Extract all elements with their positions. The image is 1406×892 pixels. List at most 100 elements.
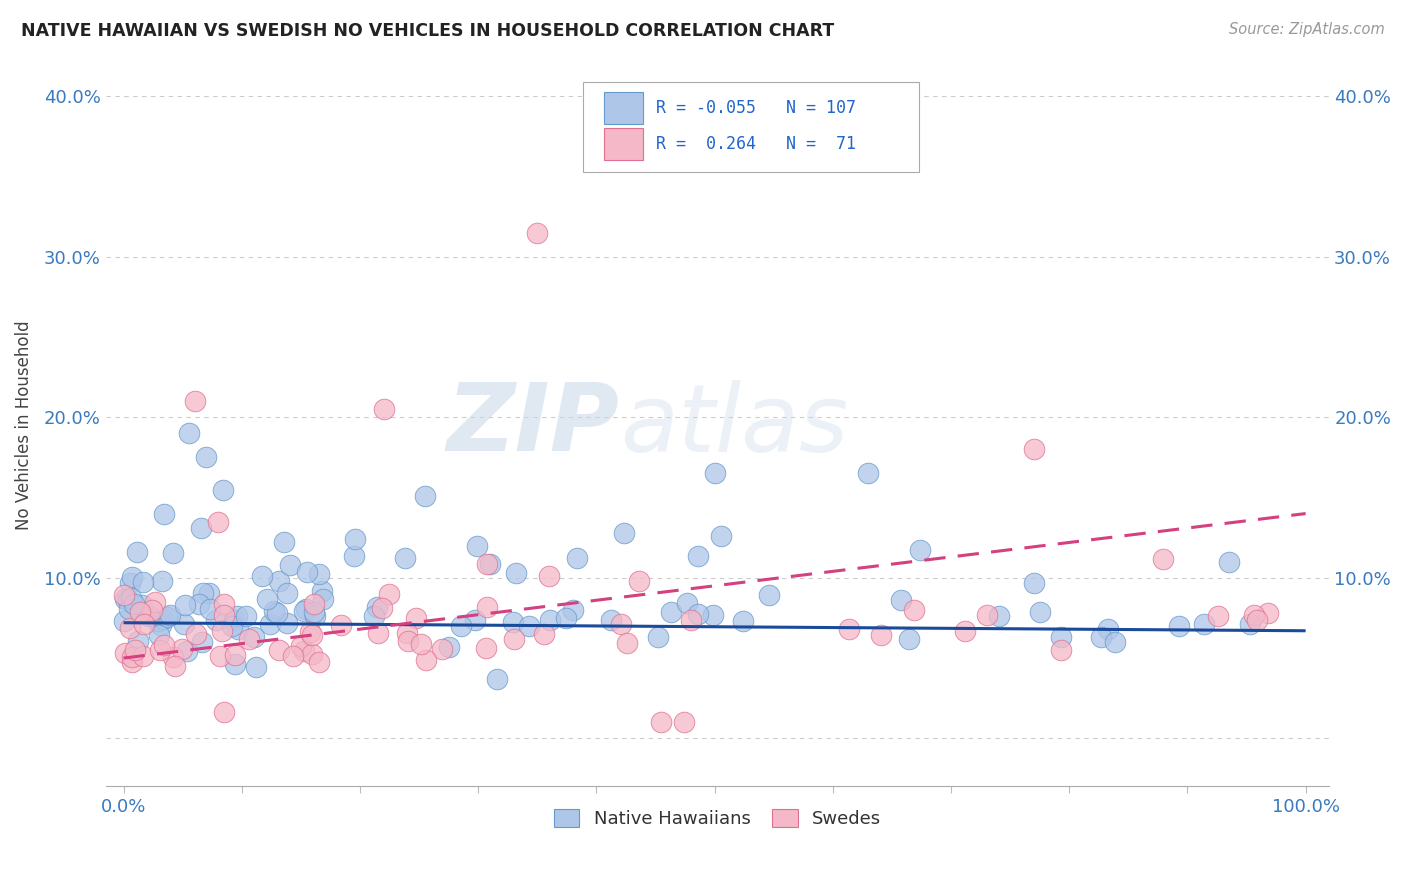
- Text: atlas: atlas: [620, 380, 848, 471]
- Point: [659, 605, 682, 619]
- Point: [121, 591, 143, 605]
- Point: [141, 603, 163, 617]
- Point: [1090, 631, 1112, 645]
- Point: [475, 641, 498, 656]
- FancyBboxPatch shape: [603, 92, 643, 124]
- Point: [396, 625, 419, 640]
- Point: [858, 467, 880, 481]
- Point: [450, 619, 472, 633]
- Text: NATIVE HAWAIIAN VS SWEDISH NO VEHICLES IN HOUSEHOLD CORRELATION CHART: NATIVE HAWAIIAN VS SWEDISH NO VEHICLES I…: [21, 22, 834, 40]
- Point: [152, 612, 174, 626]
- Point: [132, 616, 155, 631]
- Point: [302, 597, 325, 611]
- Y-axis label: No Vehicles in Household: No Vehicles in Household: [15, 320, 32, 530]
- Point: [112, 588, 135, 602]
- Point: [1218, 555, 1240, 569]
- Point: [1239, 616, 1261, 631]
- Point: [758, 588, 780, 602]
- Point: [125, 545, 148, 559]
- Point: [295, 602, 318, 616]
- Point: [1192, 616, 1215, 631]
- Point: [118, 621, 141, 635]
- Point: [267, 642, 290, 657]
- Point: [114, 646, 136, 660]
- Point: [114, 592, 136, 607]
- Text: R = -0.055   N = 107: R = -0.055 N = 107: [657, 99, 856, 117]
- Point: [1104, 635, 1126, 649]
- Point: [464, 613, 486, 627]
- Point: [676, 596, 699, 610]
- Point: [117, 601, 139, 615]
- Point: [465, 539, 488, 553]
- Point: [686, 549, 709, 563]
- Point: [394, 550, 416, 565]
- Point: [266, 606, 288, 620]
- Point: [475, 557, 498, 571]
- Point: [308, 655, 330, 669]
- Point: [1206, 609, 1229, 624]
- Point: [212, 483, 235, 497]
- Point: [176, 644, 198, 658]
- Point: [562, 603, 585, 617]
- Point: [153, 638, 176, 652]
- Point: [112, 614, 135, 628]
- Point: [432, 642, 454, 657]
- Point: [1050, 630, 1073, 644]
- Point: [235, 609, 257, 624]
- Point: [1243, 607, 1265, 622]
- Point: [1022, 575, 1045, 590]
- Point: [1029, 605, 1052, 619]
- Point: [121, 650, 143, 665]
- Point: [475, 600, 498, 615]
- Point: [121, 655, 143, 669]
- Point: [238, 632, 260, 646]
- Point: [733, 615, 755, 629]
- Point: [276, 616, 298, 631]
- Point: [155, 609, 177, 624]
- Point: [138, 609, 160, 624]
- Point: [533, 627, 555, 641]
- Point: [688, 607, 710, 622]
- Point: [190, 635, 212, 649]
- Point: [647, 631, 669, 645]
- Point: [290, 639, 312, 653]
- Point: [679, 613, 702, 627]
- Point: [276, 586, 298, 600]
- Point: [486, 672, 509, 686]
- Point: [503, 632, 526, 646]
- Point: [343, 549, 366, 563]
- Legend: Native Hawaiians, Swedes: Native Hawaiians, Swedes: [547, 802, 889, 835]
- Point: [1168, 619, 1191, 633]
- Point: [183, 394, 205, 409]
- Point: [673, 715, 696, 730]
- Point: [193, 586, 215, 600]
- Point: [212, 706, 235, 720]
- Point: [378, 587, 401, 601]
- Point: [554, 611, 576, 625]
- Point: [173, 616, 195, 631]
- Point: [283, 648, 305, 663]
- Point: [898, 632, 921, 646]
- Point: [292, 643, 315, 657]
- Point: [312, 592, 335, 607]
- Point: [616, 636, 638, 650]
- Point: [292, 603, 315, 617]
- Point: [177, 426, 200, 441]
- Point: [1049, 643, 1071, 657]
- Point: [224, 613, 246, 627]
- Point: [538, 569, 561, 583]
- Point: [224, 648, 246, 662]
- Point: [162, 546, 184, 560]
- Point: [273, 535, 295, 549]
- Point: [131, 574, 153, 589]
- Point: [366, 599, 388, 614]
- Point: [131, 648, 153, 663]
- Point: [188, 598, 211, 612]
- Point: [517, 619, 540, 633]
- Point: [259, 617, 281, 632]
- Point: [343, 533, 366, 547]
- FancyBboxPatch shape: [583, 82, 920, 172]
- Point: [301, 628, 323, 642]
- Point: [242, 630, 264, 644]
- Point: [263, 603, 285, 617]
